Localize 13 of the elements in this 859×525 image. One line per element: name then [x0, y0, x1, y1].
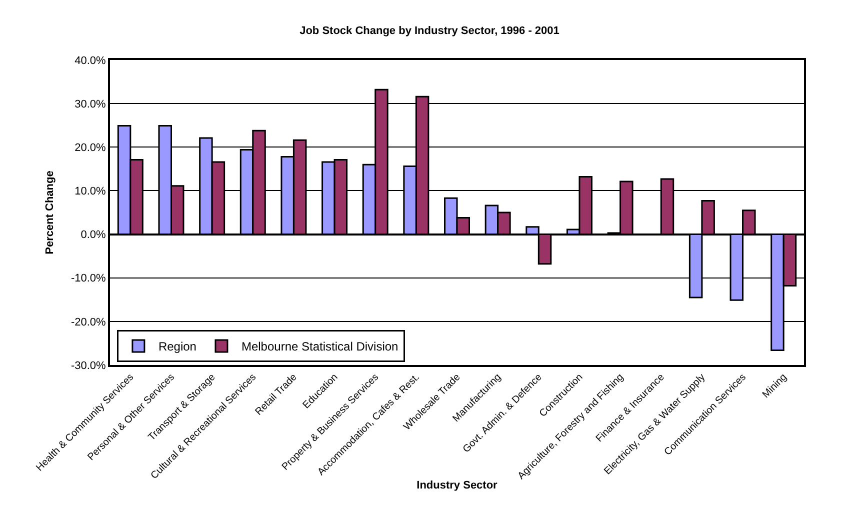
y-tick-label: 40.0%: [74, 54, 106, 67]
y-tick-label: -30.0%: [70, 360, 106, 372]
y-tick-label: 10.0%: [74, 186, 106, 198]
y-tick-label: -10.0%: [70, 272, 106, 285]
y-tick-label: 30.0%: [74, 98, 106, 110]
chart-title: Job Stock Change by Industry Sector, 1996 - 2001: [300, 24, 560, 37]
x-axis-title: Industry Sector: [416, 480, 498, 492]
y-tick-label: 0.0%: [80, 229, 106, 242]
legend-label: Region: [158, 340, 196, 354]
y-tick-label: 20.0%: [74, 142, 106, 154]
y-tick-label: -20.0%: [70, 316, 106, 328]
y-axis-title: Percent Change: [44, 170, 56, 254]
legend-label: Melbourne Statistical Division: [241, 340, 398, 354]
